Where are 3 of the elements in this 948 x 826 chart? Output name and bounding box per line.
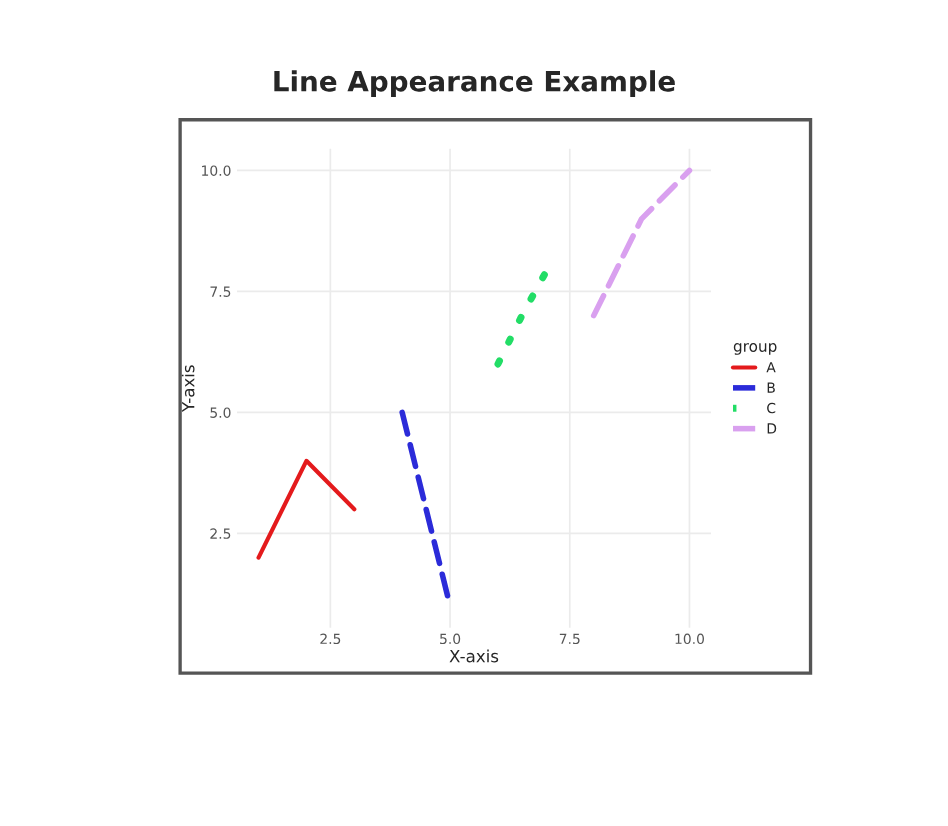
y-axis-title: Y-axis: [181, 365, 195, 413]
chart-title: Line Appearance Example: [274, 70, 675, 98]
x-axis-title: X-axis: [449, 649, 499, 663]
